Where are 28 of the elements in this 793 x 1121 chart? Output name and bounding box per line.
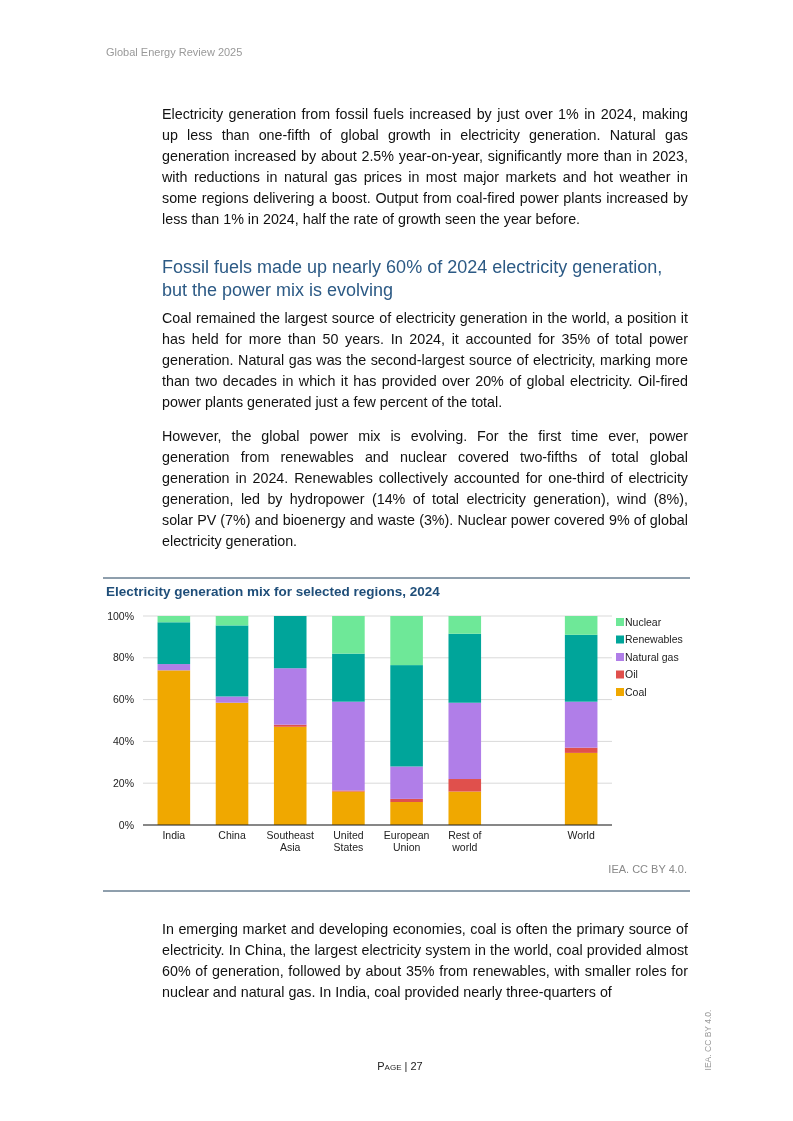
text: IEA. CC BY 4.0. xyxy=(607,863,687,875)
text: Fossil fuels made up nearly 60% of 2024 electricity generation, but the power mix is evolving xyxy=(162,256,664,302)
legend-label: Nuclear xyxy=(625,615,662,628)
text: Page | 27 xyxy=(376,1060,424,1072)
y-tick-label: 80% xyxy=(112,651,134,664)
y-tick-label: 20% xyxy=(112,776,134,789)
y-tick-label: 0% xyxy=(118,818,134,831)
chart-title: Electricity generation mix for selected regions, 2024 xyxy=(106,584,441,599)
x-tick-label: World xyxy=(567,829,595,841)
legend-label: Renewables xyxy=(625,633,683,646)
x-tick-label: India xyxy=(162,829,186,841)
x-tick-label: European Union xyxy=(383,829,430,853)
legend-label: Oil xyxy=(625,668,638,681)
text: In emerging market and developing economies, coal is often the primary source of electricity. In China, the largest electricity system in the world, coal provided almost 60% of generation, followed by about 35% from renewables, with smaller roles for nuclear and natural gas. In India, coal provided nearly three-quarters of xyxy=(162,920,688,1002)
text: Global Energy Review 2025 xyxy=(106,46,244,58)
x-tick-label: Southeast Asia xyxy=(266,829,314,853)
x-tick-label: China xyxy=(218,829,246,841)
text: Coal remained the largest source of electricity generation in the world, a position it has held for more than 50 years. In 2024, it accounted for 35% of total power generation. Natural gas was the second-largest source of electricity, marking more than two decades in which it has provided over 20% of global electricity. Oil-fired power plants generated just a few percent of the total. xyxy=(162,309,688,412)
legend-label: Natural gas xyxy=(625,650,679,663)
y-tick-label: 40% xyxy=(112,735,134,748)
text: IEA. CC BY 4.0. xyxy=(703,1008,713,1073)
x-tick-label: United States xyxy=(333,829,364,853)
legend-label: Coal xyxy=(625,685,647,698)
y-tick-label: 100% xyxy=(107,609,134,622)
y-tick-label: 60% xyxy=(112,693,134,706)
text: However, the global power mix is evolving. For the first time ever, power generation from renewables and nuclear covered two-fifths of total global generation in 2024. Renewables collectively accounted for one-third of electricity generation, led by hydropower (14% of total electricity generation), wind (8%), solar PV (7%) and bioenergy and waste (3%). Nuclear power covered 9% of global electricity generation. xyxy=(162,427,688,551)
x-tick-label: Rest of world xyxy=(448,829,482,853)
text: Electricity generation from fossil fuels increased by just over 1% in 2024, making up less than one-fifth of global growth in electricity generation. Natural gas generation increased by about 2.5% year-on-year, significantly more than in 2023, with reductions in natural gas prices in most major markets and hot weather in some regions delivering a boost. Output from coal-fired power plants increased by less than 1% in 2024, half the rate of growth seen the year before. xyxy=(162,105,688,229)
